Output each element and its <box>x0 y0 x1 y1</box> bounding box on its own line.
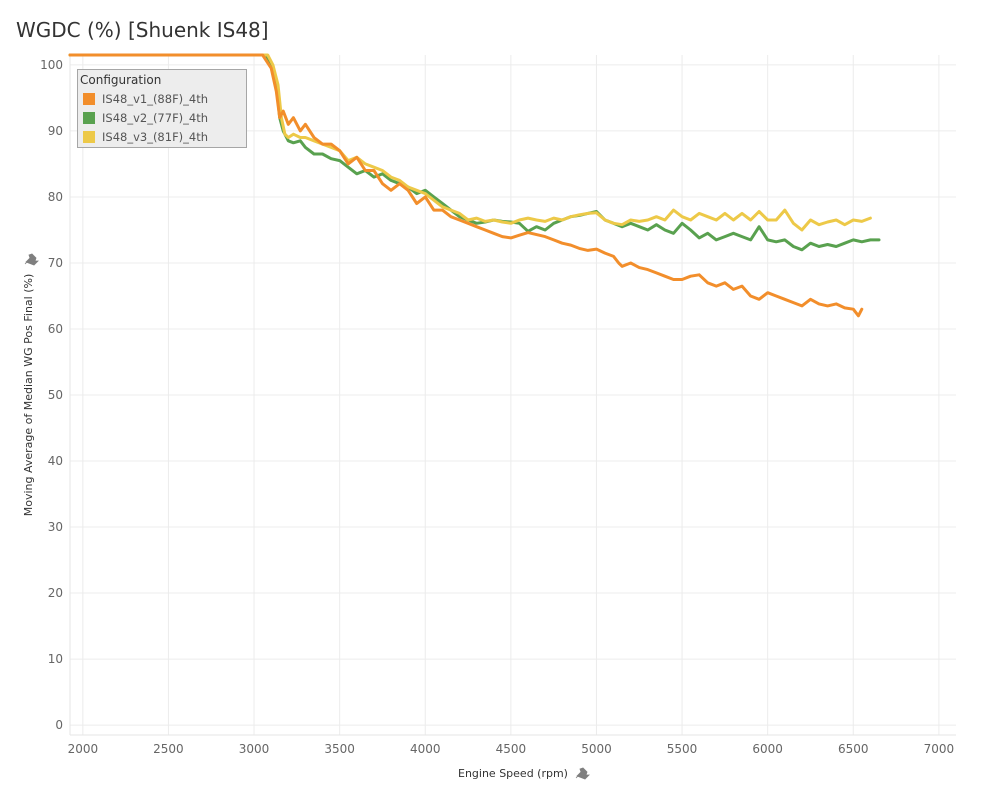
x-tick-label: 7000 <box>924 742 955 756</box>
y-tick-label: 90 <box>48 124 63 138</box>
x-tick-label: 2000 <box>68 742 99 756</box>
x-tick-label: 4000 <box>410 742 441 756</box>
legend[interactable]: Configuration IS48_v1_(88F)_4th IS48_v2_(… <box>77 69 247 148</box>
x-tick-label: 5000 <box>581 742 612 756</box>
legend-label: IS48_v2_(77F)_4th <box>102 110 209 125</box>
chart-title: WGDC (%) [Shuenk IS48] <box>16 18 269 42</box>
x-tick-label: 3500 <box>324 742 355 756</box>
x-tick-label: 6500 <box>838 742 869 756</box>
x-tick-label: 6000 <box>752 742 783 756</box>
x-tick-label: 3000 <box>239 742 270 756</box>
y-tick-label: 70 <box>48 256 63 270</box>
x-axis-label: Engine Speed (rpm) <box>458 767 568 780</box>
legend-title: Configuration <box>80 73 162 87</box>
y-tick-label: 80 <box>48 190 63 204</box>
y-axis-label: Moving Average of Median WG Pos Final (%… <box>22 274 35 517</box>
series-lines[interactable] <box>68 53 881 318</box>
x-tick-label: 5500 <box>667 742 698 756</box>
legend-label: IS48_v3_(81F)_4th <box>102 129 209 144</box>
y-tick-label: 50 <box>48 388 63 402</box>
axis-titles: Engine Speed (rpm) Moving Average of Med… <box>22 253 590 780</box>
y-tick-label: 60 <box>48 322 63 336</box>
y-tick-label: 10 <box>48 652 63 666</box>
legend-items[interactable]: IS48_v1_(88F)_4th IS48_v2_(77F)_4th IS48_v… <box>78 89 246 146</box>
legend-swatch <box>83 111 95 124</box>
legend-item[interactable]: IS48_v3_(81F)_4th <box>83 127 246 146</box>
legend-swatch <box>83 130 95 143</box>
y-tick-label: 100 <box>40 58 63 72</box>
x-tick-label: 4500 <box>496 742 527 756</box>
legend-item[interactable]: IS48_v1_(88F)_4th <box>83 89 246 108</box>
series-line-1[interactable] <box>68 53 864 318</box>
y-tick-label: 0 <box>55 718 63 732</box>
y-tick-label: 20 <box>48 586 63 600</box>
y-tick-label: 30 <box>48 520 63 534</box>
x-tick-label: 2500 <box>153 742 184 756</box>
series-line-2[interactable] <box>68 53 881 252</box>
y-axis-pin-icon[interactable] <box>24 253 39 266</box>
grid-lines <box>69 55 956 736</box>
y-tick-label: 40 <box>48 454 63 468</box>
legend-label: IS48_v1_(88F)_4th <box>102 91 209 106</box>
tick-labels: 0 10 20 30 40 50 60 70 80 90 100 2000 2500 3000 3500 40… <box>40 58 954 756</box>
legend-swatch <box>83 92 95 105</box>
x-axis-pin-icon[interactable] <box>575 767 590 780</box>
legend-item[interactable]: IS48_v2_(77F)_4th <box>83 108 246 127</box>
